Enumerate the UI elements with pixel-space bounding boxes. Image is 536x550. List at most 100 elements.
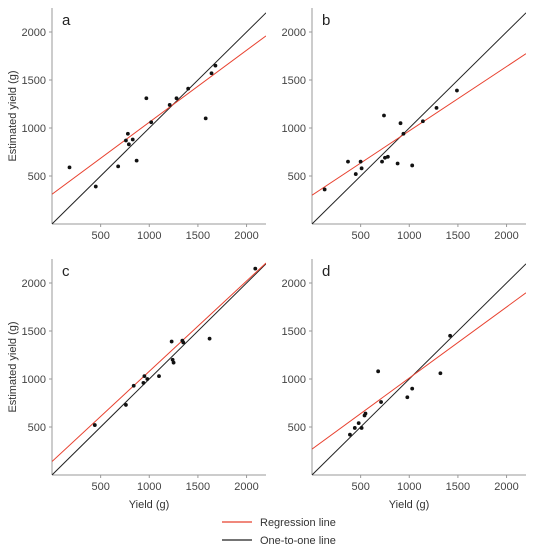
x-tick-label: 2000 — [234, 230, 258, 242]
data-point — [405, 395, 410, 400]
data-point — [253, 266, 258, 271]
x-tick-label: 2000 — [234, 481, 258, 493]
data-point — [67, 165, 72, 170]
x-tick-label: 1000 — [137, 481, 161, 493]
data-point — [186, 86, 191, 91]
data-point — [410, 386, 415, 391]
data-point — [455, 88, 459, 93]
y-tick-label: 1000 — [22, 123, 46, 135]
y-tick-label: 500 — [28, 171, 46, 183]
panel-c: 500 1000 1500 2000 500 1000 1500 2000 c Yield (g)… — [7, 259, 266, 511]
data-point — [353, 172, 358, 176]
data-point — [167, 103, 172, 107]
y-tick-label: 1500 — [282, 75, 306, 87]
data-point — [149, 120, 154, 125]
data-point — [209, 71, 214, 76]
data-point — [398, 121, 403, 126]
x-tick-label: 1500 — [446, 481, 470, 493]
data-point — [346, 159, 350, 164]
panel-label: b — [322, 12, 330, 29]
data-point — [126, 142, 131, 147]
y-tick-label: 500 — [288, 171, 306, 183]
one-to-one-line — [312, 263, 526, 475]
data-point — [92, 423, 97, 427]
data-point — [356, 421, 361, 426]
data-point — [376, 369, 381, 374]
data-point — [434, 105, 439, 110]
y-tick-label: 500 — [288, 422, 306, 434]
legend-label-one-to-one: One-to-one line — [260, 535, 336, 547]
data-point — [420, 119, 425, 124]
data-point — [438, 371, 443, 376]
x-tick-label: 500 — [351, 230, 369, 242]
data-point — [379, 400, 383, 404]
data-point — [359, 166, 364, 171]
panel-d: 500 1000 1500 2000 500 1000 1500 2000 d Yield (g) — [282, 259, 526, 511]
y-tick-label: 1500 — [282, 326, 306, 338]
x-tick-label: 1000 — [397, 230, 421, 242]
y-axis-label: Estimated yield (g) — [7, 70, 19, 161]
y-tick-label: 2000 — [22, 27, 46, 39]
y-tick-label: 2000 — [22, 278, 46, 290]
data-point — [363, 411, 368, 416]
y-tick-label: 500 — [28, 422, 46, 434]
data-point — [171, 360, 176, 365]
x-tick-label: 1500 — [446, 230, 470, 242]
data-point — [142, 374, 147, 379]
data-point — [382, 113, 386, 118]
data-point — [174, 96, 179, 101]
data-point — [352, 426, 357, 430]
data-point — [181, 340, 186, 345]
one-to-one-line — [52, 263, 266, 475]
data-point — [131, 383, 136, 388]
legend: Regression line One-to-one line — [222, 517, 336, 547]
one-to-one-line — [312, 12, 526, 224]
data-point — [380, 159, 384, 164]
data-point — [213, 63, 218, 68]
data-point — [322, 187, 327, 192]
data-point — [203, 116, 208, 121]
y-tick-label: 1000 — [22, 374, 46, 386]
panel-a: 500 1000 1500 2000 500 1000 1500 2000 a Estimated… — [7, 8, 266, 242]
y-tick-label: 1500 — [22, 326, 46, 338]
data-point — [125, 131, 130, 136]
data-point — [116, 164, 121, 169]
data-point — [170, 357, 175, 362]
x-tick-label: 500 — [91, 230, 109, 242]
data-point — [145, 377, 150, 381]
panel-label: d — [322, 263, 330, 280]
panel-lines — [52, 12, 266, 224]
data-point — [401, 131, 406, 136]
x-tick-label: 500 — [351, 481, 369, 493]
x-tick-label: 500 — [91, 481, 109, 493]
y-tick-label: 2000 — [282, 27, 306, 39]
one-to-one-line — [52, 12, 266, 224]
legend-label-regression: Regression line — [260, 517, 336, 529]
regression-line — [52, 35, 266, 195]
data-point — [124, 138, 128, 143]
data-point — [141, 380, 146, 385]
x-tick-label: 1000 — [397, 481, 421, 493]
data-point — [130, 137, 135, 142]
y-axis-label: Estimated yield (g) — [7, 321, 19, 412]
panel-lines — [312, 12, 526, 224]
y-tick-label: 1000 — [282, 123, 306, 135]
data-point — [395, 161, 400, 166]
y-tick-label: 2000 — [282, 278, 306, 290]
x-tick-label: 1500 — [186, 481, 210, 493]
regression-line — [312, 292, 526, 450]
x-axis-label: Yield (g) — [389, 499, 430, 511]
y-tick-label: 1000 — [282, 374, 306, 386]
data-point — [144, 96, 149, 101]
panel-lines — [52, 262, 266, 475]
panel-label: c — [62, 263, 70, 280]
data-point — [385, 154, 390, 159]
data-point — [157, 374, 161, 379]
x-tick-label: 1000 — [137, 230, 161, 242]
data-point — [124, 403, 128, 407]
data-point — [93, 184, 98, 189]
panels: 500 1000 1500 2000 500 1000 1500 2000 a Estimated… — [7, 8, 526, 511]
x-tick-label: 1500 — [186, 230, 210, 242]
panel-b: 500 1000 1500 2000 500 1000 1500 2000 b — [282, 8, 526, 242]
